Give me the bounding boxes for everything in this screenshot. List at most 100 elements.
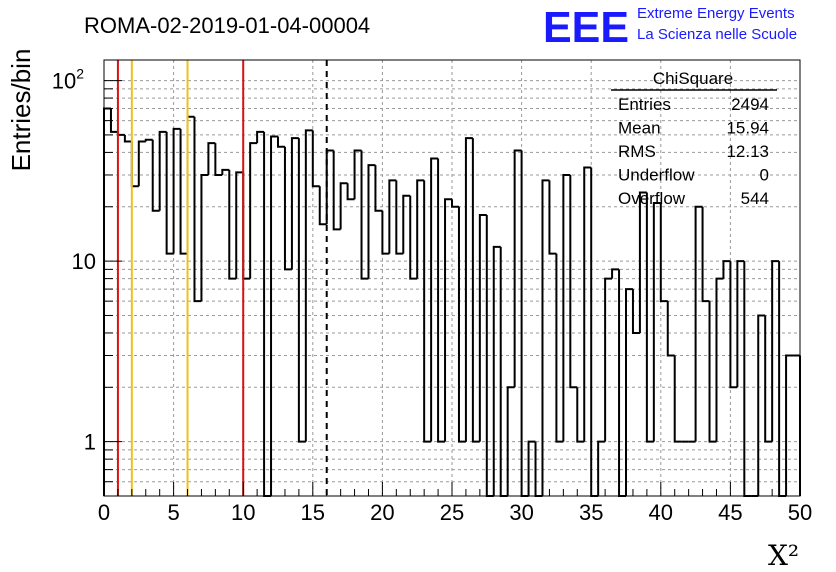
histogram-bin xyxy=(694,205,703,442)
histogram-bin xyxy=(221,168,230,175)
axis-ticks xyxy=(103,80,801,497)
histogram-bin xyxy=(548,180,557,255)
histogram-bin xyxy=(214,143,223,176)
histogram-bin xyxy=(527,440,536,496)
histogram-bin xyxy=(367,164,376,279)
histogram-bin xyxy=(137,140,146,187)
y-tick-label: 10 xyxy=(72,249,96,274)
histogram-bin xyxy=(186,115,195,254)
x-tick-label: 15 xyxy=(301,500,325,525)
histogram-bin xyxy=(430,157,439,442)
histogram-bin xyxy=(492,245,501,496)
histogram-bin xyxy=(409,195,418,280)
histogram-bin xyxy=(270,135,278,496)
histogram-bin xyxy=(437,158,446,443)
histogram-bin xyxy=(541,179,550,496)
histogram-bin xyxy=(631,289,640,334)
histogram-bin xyxy=(569,174,578,389)
histogram-bin xyxy=(743,261,752,497)
histogram-bin xyxy=(158,130,167,211)
histogram-bin xyxy=(722,260,731,279)
histogram-bin xyxy=(130,141,139,188)
stats-row-value: 12.13 xyxy=(726,142,769,161)
x-tick-label: 35 xyxy=(579,500,603,525)
y-axis-label: Entries/bin xyxy=(6,49,36,172)
histogram-bin xyxy=(625,288,633,496)
x-tick-label: 50 xyxy=(788,500,812,525)
histogram-bin xyxy=(771,260,780,442)
stats-row-value: 15.94 xyxy=(726,119,769,138)
histogram-bin xyxy=(381,210,390,255)
histogram-bin xyxy=(339,182,348,230)
histogram-bin xyxy=(165,131,174,255)
histogram-bin xyxy=(290,137,299,270)
histogram-bin xyxy=(590,167,599,497)
histogram-bin xyxy=(645,192,654,443)
histogram-bin xyxy=(715,277,724,442)
y-tick-label: 102 xyxy=(52,66,84,94)
histogram-bin xyxy=(673,355,682,443)
x-tick-label: 30 xyxy=(509,500,533,525)
histogram-bin xyxy=(604,277,613,442)
histogram-bin xyxy=(597,440,606,496)
histogram-bin xyxy=(318,186,327,226)
marker-lines xyxy=(116,60,328,496)
stats-row-value: 544 xyxy=(741,189,769,208)
histogram-bin xyxy=(151,139,160,212)
histogram-bin xyxy=(123,134,132,143)
histogram-bin xyxy=(360,150,369,280)
histogram-bin xyxy=(757,314,766,496)
stats-row-label: RMS xyxy=(618,142,656,161)
histogram-bin xyxy=(729,261,738,389)
histogram-bin xyxy=(576,387,585,443)
histogram-bin xyxy=(464,137,473,442)
histogram-bin xyxy=(228,169,237,280)
histogram-bin xyxy=(701,206,710,303)
x-tick-label: 20 xyxy=(370,500,394,525)
stats-row-value: 0 xyxy=(760,166,769,185)
histogram-bin xyxy=(402,194,411,254)
stats-row-label: Underflow xyxy=(618,166,695,185)
histogram-bin xyxy=(116,131,125,136)
histogram-bin xyxy=(374,165,383,212)
x-tick-label: 0 xyxy=(98,500,110,525)
histogram-bin xyxy=(109,108,118,133)
histogram-bin xyxy=(611,268,620,279)
histogram-bin xyxy=(562,173,571,442)
histogram-bin xyxy=(395,180,404,255)
x-tick-label: 45 xyxy=(718,500,742,525)
histogram-bin xyxy=(638,191,647,333)
histogram-bin xyxy=(249,142,258,279)
histogram-bin xyxy=(471,138,480,443)
histogram-bin xyxy=(666,301,675,357)
logo-mark: EEE xyxy=(543,3,629,52)
histogram-bin xyxy=(207,142,216,175)
histogram-bin xyxy=(659,202,668,303)
y-tick-label: 1 xyxy=(84,430,96,455)
stats-row-label: Entries xyxy=(618,95,671,114)
x-tick-label: 10 xyxy=(231,500,255,525)
histogram-bin xyxy=(499,246,508,497)
stats-box: ChiSquare Entries 2494 Mean 15.94 RMS 12.13 Un… xyxy=(611,69,777,208)
histogram-bin xyxy=(618,269,626,497)
histogram-bin xyxy=(778,261,787,497)
x-tick-label: 25 xyxy=(440,500,464,525)
histogram-bin xyxy=(736,260,745,388)
histogram-bin xyxy=(513,149,522,388)
logo-line-1: Extreme Energy Events xyxy=(637,5,795,22)
histogram-bin xyxy=(416,179,425,279)
histogram-bin xyxy=(242,172,251,280)
histogram-bin xyxy=(583,166,592,442)
stats-row-value: 2494 xyxy=(731,95,769,114)
histogram-bin xyxy=(144,138,153,142)
histogram-bin xyxy=(297,138,306,443)
histogram-bin xyxy=(388,179,397,254)
histogram-bin xyxy=(520,150,529,497)
histogram-bin xyxy=(332,150,341,231)
histogram-bin xyxy=(451,199,459,208)
chart-title: ROMA-02-2019-01-04-00004 xyxy=(84,13,370,38)
histogram-bin xyxy=(785,354,794,496)
histogram-bin xyxy=(283,146,292,271)
histogram-bin xyxy=(346,183,355,201)
